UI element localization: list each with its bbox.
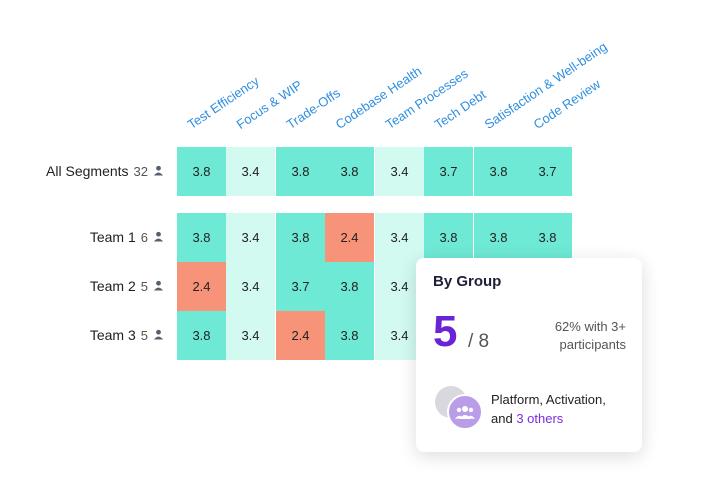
by-group-card: By Group 5 / 8 62% with 3+ participants … <box>416 258 642 452</box>
row-label-text: Team 3 <box>89 327 136 343</box>
person-icon <box>153 229 164 245</box>
heatmap-cell: 3.8 <box>325 262 374 311</box>
heatmap-cell: 3.8 <box>523 213 572 262</box>
heatmap-cell: 3.8 <box>474 213 523 262</box>
heatmap-cell: 3.8 <box>177 213 226 262</box>
heatmap-cell: 3.8 <box>325 311 374 360</box>
row-count: 32 <box>133 163 148 179</box>
heatmap-cell: 3.8 <box>474 147 523 196</box>
heatmap-cell: 3.4 <box>226 262 275 311</box>
column-header: Codebase Health <box>332 63 425 132</box>
heatmap-cell: 3.8 <box>177 147 226 196</box>
person-icon <box>153 327 164 343</box>
heatmap-cell: 3.8 <box>325 147 374 196</box>
participation-note-line1: 62% with 3+ <box>554 319 626 334</box>
heatmap-cell: 3.8 <box>276 147 325 196</box>
heatmap-cell: 3.4 <box>226 311 275 360</box>
row-count: 5 <box>140 278 148 294</box>
heatmap-cell: 3.4 <box>226 213 275 262</box>
heatmap-cell: 3.4 <box>375 147 424 196</box>
person-icon <box>153 278 164 294</box>
heatmap-cell: 3.7 <box>424 147 473 196</box>
row-label-text: Team 1 <box>89 229 136 245</box>
heatmap-cell: 3.8 <box>276 213 325 262</box>
row-label: All Segments 32 <box>46 163 164 179</box>
heatmap-cell: 2.4 <box>325 213 374 262</box>
heatmap-cell: 2.4 <box>276 311 325 360</box>
row-label-text: All Segments <box>46 163 129 179</box>
group-count: 5 <box>433 307 458 356</box>
heatmap-cell: 3.4 <box>226 147 275 196</box>
heatmap-cell: 3.7 <box>523 147 572 196</box>
group-avatars <box>435 386 483 430</box>
group-names: Platform, Activation, and 3 others <box>491 390 631 428</box>
heatmap-cell: 3.8 <box>424 213 473 262</box>
group-icon <box>447 394 483 430</box>
group-and-text: and <box>491 411 513 426</box>
heatmap-cell: 3.8 <box>177 311 226 360</box>
participation-note-line2: participants <box>559 337 626 352</box>
row-count: 6 <box>140 229 148 245</box>
heatmap-cell: 3.7 <box>276 262 325 311</box>
group-total: / 8 <box>468 331 490 352</box>
heatmap-cell: 3.4 <box>375 262 424 311</box>
row-label-text: Team 2 <box>89 278 136 294</box>
group-names-text: Platform, Activation, <box>491 392 606 407</box>
card-title: By Group <box>433 273 502 290</box>
heatmap-cell: 3.4 <box>375 213 424 262</box>
heatmap-cell: 3.4 <box>375 311 424 360</box>
person-icon <box>153 163 164 179</box>
heatmap-cell: 2.4 <box>177 262 226 311</box>
row-count: 5 <box>140 327 148 343</box>
others-link[interactable]: 3 others <box>516 411 564 426</box>
participation-note: 62% with 3+ participants <box>534 318 626 354</box>
